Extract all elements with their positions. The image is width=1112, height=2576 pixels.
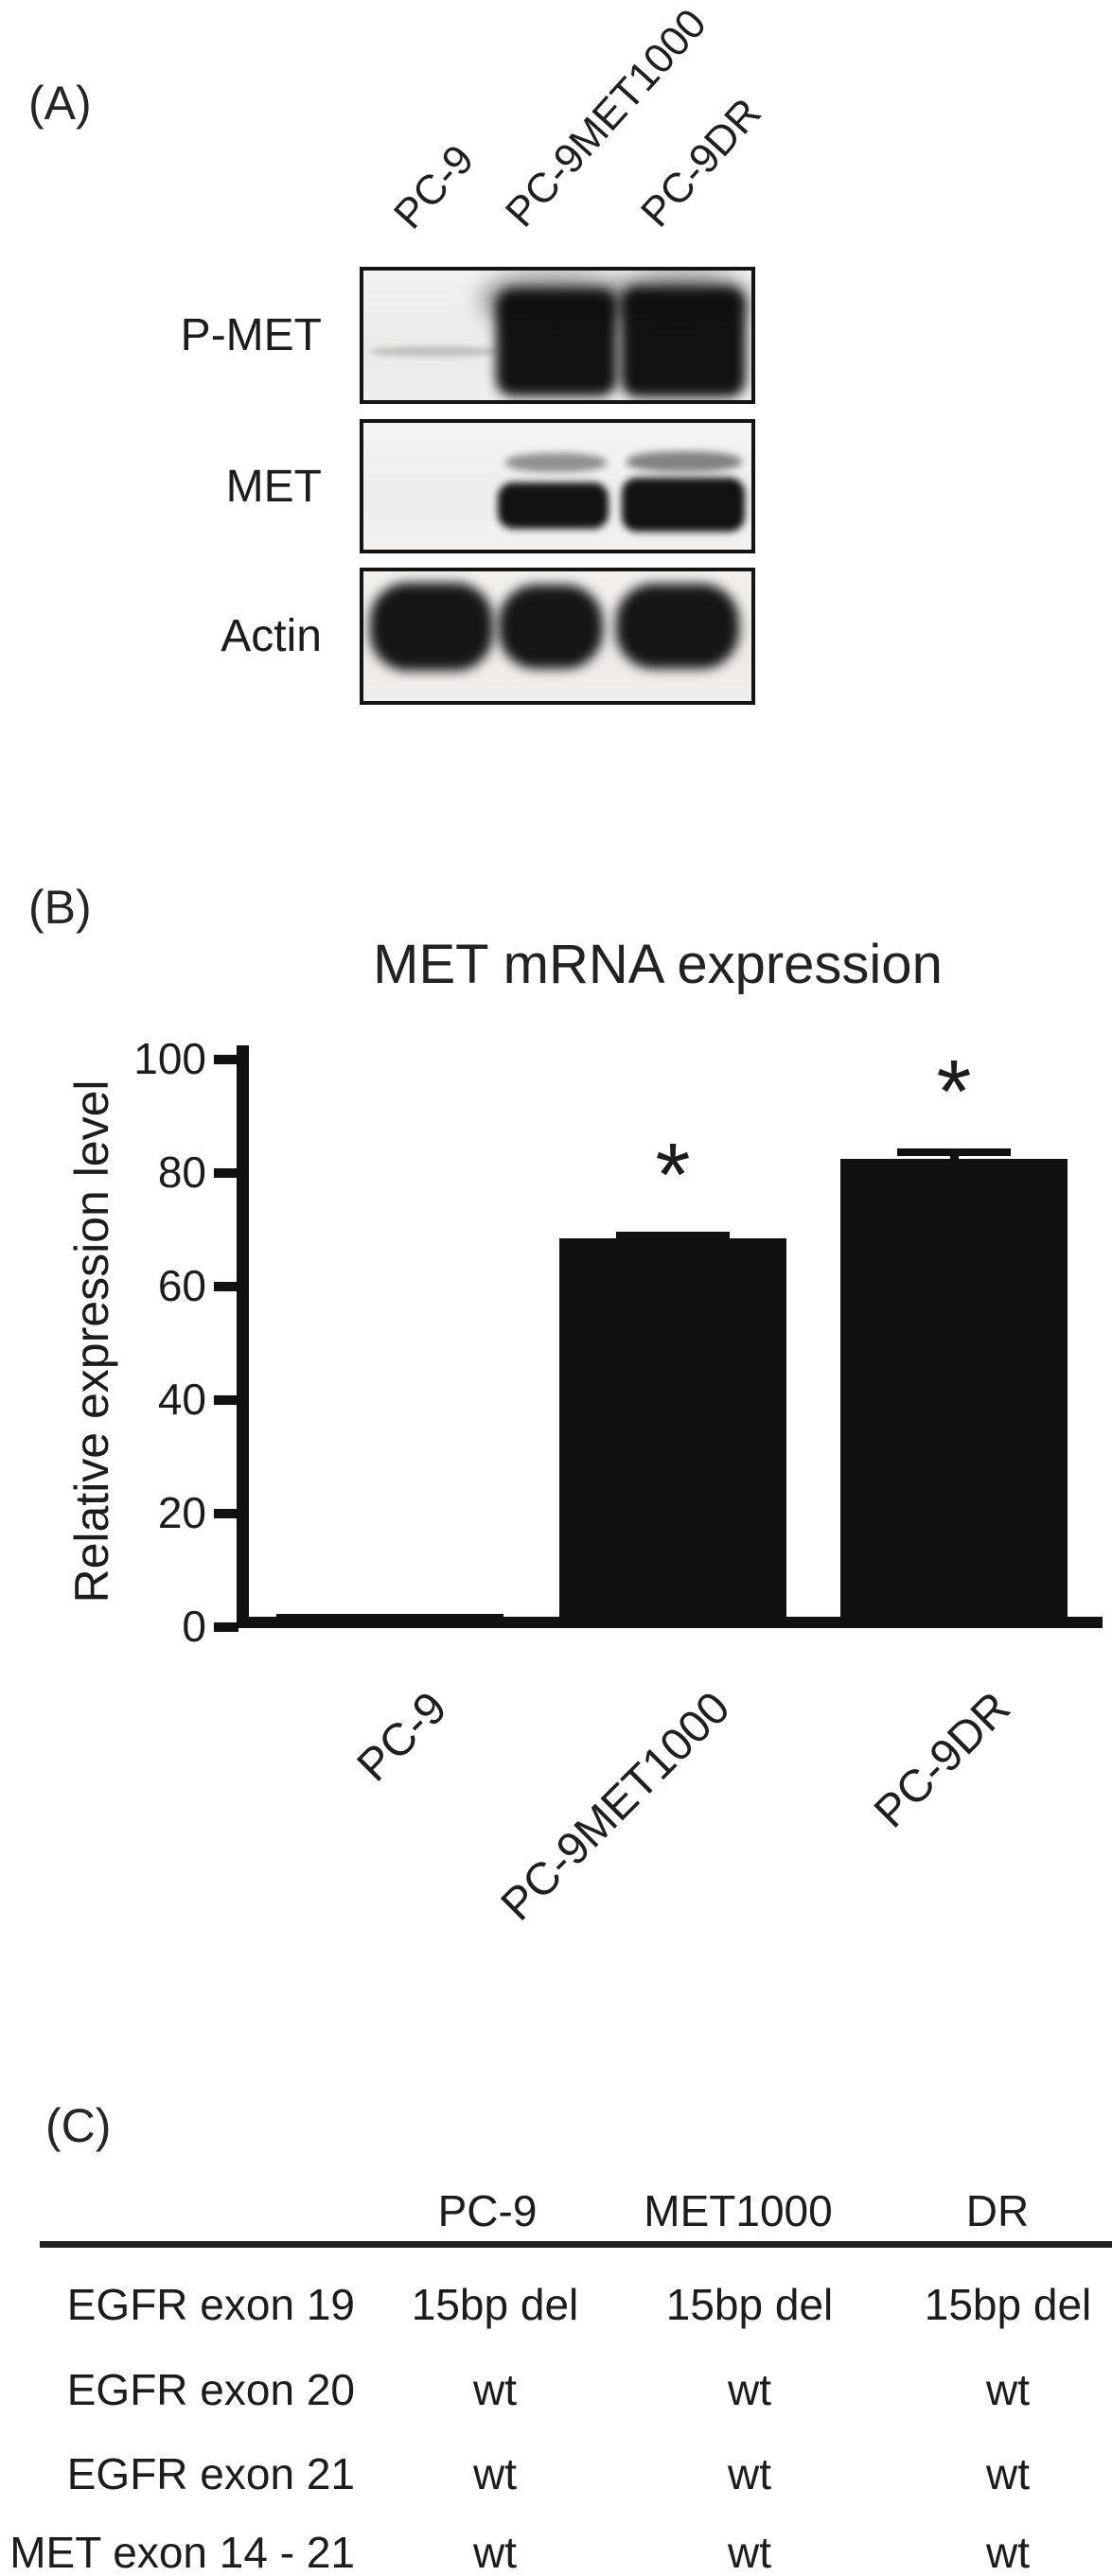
bar [276, 1614, 503, 1628]
bar [559, 1238, 786, 1628]
x-tick-label-text: PC-9DR [865, 1682, 1021, 1838]
table-cell: wt [986, 2365, 1030, 2414]
chart-title: MET mRNA expression [373, 934, 943, 995]
x-tick-label-text: PC-9 [347, 1682, 457, 1792]
blot-band-pmet-lane3 [621, 287, 746, 397]
panel-c-label: (C) [45, 2099, 112, 2152]
table-cell: 15bp del [411, 2280, 579, 2329]
table-row-label: EGFR exon 20 [66, 2365, 355, 2414]
significance-asterisk: * [936, 1041, 972, 1142]
table-cell: wt [728, 2528, 771, 2576]
blot-band-pmet-lane2 [496, 289, 617, 396]
y-tick-label: 0 [182, 1602, 206, 1651]
x-tick-label-text: PC-9MET1000 [491, 1682, 740, 1931]
y-tick [214, 1622, 238, 1632]
table-row-label: EGFR exon 21 [66, 2449, 355, 2498]
table-header-rule [40, 2241, 1112, 2248]
bar [840, 1159, 1068, 1628]
blot-row-label-met: MET [225, 462, 322, 512]
significance-asterisk: * [655, 1125, 691, 1225]
table-col-header-dr: DR [965, 2186, 1030, 2235]
blot-band-pmet-lane1-faint [371, 346, 497, 357]
y-tick [214, 1395, 238, 1405]
table-col-header-pc9: PC-9 [437, 2186, 538, 2235]
table-cell: 15bp del [924, 2280, 1092, 2329]
table-cell: wt [986, 2449, 1030, 2498]
y-tick [214, 1055, 238, 1064]
table-cell: wt [473, 2365, 517, 2414]
table-cell: 15bp del [665, 2280, 834, 2329]
blot-row-label-actin: Actin [221, 611, 322, 661]
table-cell: wt [728, 2449, 771, 2498]
table-cell: wt [473, 2528, 517, 2576]
y-tick [214, 1282, 238, 1291]
table-row-label: MET exon 14 - 21 [9, 2528, 355, 2576]
panel-b-label: (B) [28, 881, 92, 934]
blot-band-met-lane3-lower [622, 478, 745, 532]
blot-band-met-lane2-upper [505, 453, 607, 472]
panel-a-label: (A) [28, 77, 92, 130]
table-cell: wt [986, 2528, 1030, 2576]
blot-band-met-lane2-lower [498, 482, 609, 529]
blot-band-actin-lane3 [616, 584, 739, 669]
error-bar-stem [950, 1151, 959, 1159]
y-tick [214, 1168, 238, 1178]
y-axis-line [237, 1045, 249, 1628]
y-tick-label: 40 [157, 1375, 206, 1424]
table-cell: wt [728, 2365, 771, 2414]
blot-image-pmet [360, 267, 755, 404]
blot-image-actin [360, 568, 755, 705]
y-tick-label: 60 [157, 1261, 206, 1310]
y-tick-label: 80 [157, 1148, 206, 1197]
y-tick-label: 100 [133, 1034, 206, 1083]
y-tick [214, 1509, 238, 1518]
table-row-label: EGFR exon 19 [66, 2280, 355, 2329]
y-tick-label: 20 [157, 1488, 206, 1537]
error-bar-stem [669, 1235, 678, 1238]
blot-band-actin-lane2 [499, 585, 603, 669]
blot-band-met-lane3-upper [627, 451, 742, 472]
table-col-header-met1000: MET1000 [644, 2186, 833, 2235]
blot-band-actin-lane1 [370, 583, 493, 671]
blot-row-label-pmet: P-MET [180, 310, 322, 360]
blot-image-met [360, 419, 755, 553]
table-cell: wt [473, 2449, 517, 2498]
